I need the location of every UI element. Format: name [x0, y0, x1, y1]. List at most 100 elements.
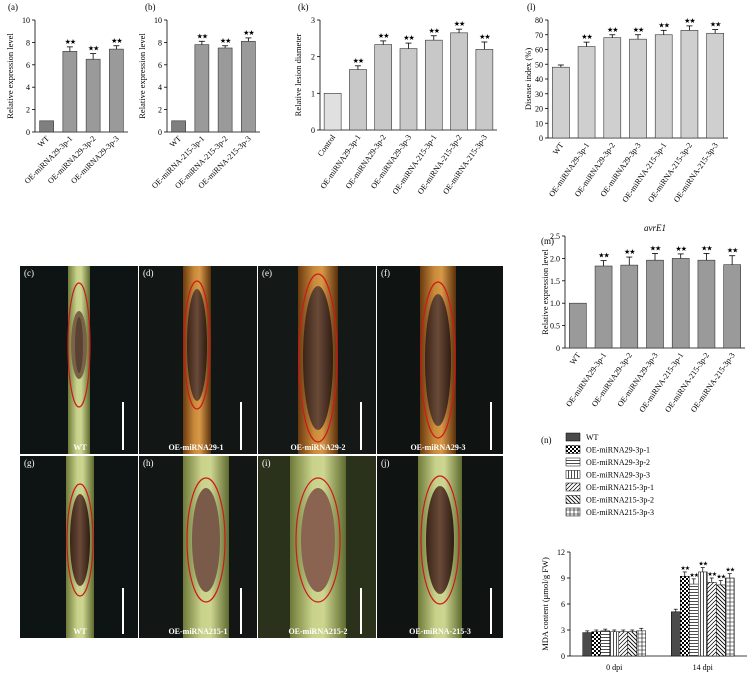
y-tick-label: 4: [26, 83, 30, 92]
photo-letter: (d): [143, 268, 154, 278]
photo-panel-g: (g) WT: [20, 456, 138, 638]
bar: [706, 32, 724, 139]
scale-bar: [240, 588, 242, 634]
significance-marker: ★★: [633, 26, 644, 34]
bar: [618, 631, 628, 657]
bar: [620, 264, 639, 349]
y-tick-label: 0: [158, 128, 162, 137]
significance-marker: ★★: [111, 37, 122, 45]
y-tick-label: 2.5: [550, 232, 560, 241]
lesion-outline: [295, 477, 341, 603]
y-axis-label: Disease index (%): [523, 48, 533, 110]
y-tick-label: 2: [26, 106, 30, 115]
scale-bar: [490, 588, 492, 634]
bar: [627, 631, 637, 657]
y-tick-label: 0: [311, 126, 315, 135]
photo-panel-i: (i) OE-miRNA215-2: [258, 456, 376, 638]
x-tick-label: WT: [568, 351, 583, 366]
significance-marker: ★★: [698, 561, 707, 568]
bar: [697, 259, 716, 349]
y-tick-label: 50: [535, 60, 543, 69]
x-tick-label: Control: [316, 132, 338, 158]
significance-marker: ★★: [353, 57, 364, 65]
x-tick-label: OE-miRNA-215-3p-3: [441, 133, 489, 196]
photo-panel-j: (j) OE-miRNA-215-3: [377, 456, 503, 638]
y-tick-label: 8: [26, 38, 30, 47]
y-tick-label: 9: [561, 574, 565, 583]
y-tick-label: 6: [26, 61, 30, 70]
significance-marker: ★★: [684, 17, 695, 25]
bar: [600, 630, 610, 657]
photo-letter: (g): [24, 458, 35, 468]
y-axis-label: Relative lesion diameter: [293, 34, 303, 117]
y-axis-label: Relative expression level: [5, 33, 15, 119]
bar: [671, 258, 690, 349]
chart-title: avrE1: [644, 223, 666, 233]
y-tick-label: 1: [311, 89, 315, 98]
panel-letter: (m): [541, 236, 554, 246]
y-tick-label: 70: [535, 31, 543, 40]
y-tick-label: 0.5: [550, 322, 560, 331]
photo-label: WT: [73, 443, 87, 452]
bar: [399, 48, 418, 131]
significance-marker: ★★: [243, 29, 254, 37]
significance-marker: ★★: [607, 26, 618, 34]
lesion-outline: [298, 273, 338, 443]
bar: [450, 32, 468, 131]
bar: [475, 49, 494, 131]
scale-bar: [360, 402, 362, 450]
significance-marker: ★★: [658, 21, 669, 29]
x-tick-label: WT: [36, 134, 51, 149]
bar: [629, 38, 647, 139]
y-tick-label: 0: [561, 652, 565, 661]
bar: [680, 576, 690, 657]
bar: [591, 631, 601, 657]
x-tick-label: WT: [551, 141, 566, 156]
y-tick-label: 0: [539, 134, 543, 143]
bar: [577, 46, 596, 139]
bar: [707, 582, 717, 657]
bar: [594, 265, 613, 349]
panel-letter: (l): [527, 2, 536, 12]
significance-marker: ★★: [197, 32, 208, 40]
bar: [671, 611, 681, 657]
y-tick-label: 40: [535, 75, 543, 84]
bar: [689, 583, 699, 657]
bar: [109, 48, 124, 133]
photo-letter: (j): [381, 458, 390, 468]
lesion-outline: [420, 281, 456, 439]
photo-panel-e: (e) OE-miRNA29-2: [258, 266, 376, 454]
legend-entry: OE-miRNA29-3p-3: [586, 471, 650, 480]
significance-marker: ★★: [650, 244, 661, 252]
panel-letter: (b): [145, 2, 156, 12]
bar: [171, 120, 186, 133]
y-axis-label: Relative expression level: [540, 249, 550, 335]
significance-marker: ★★: [65, 38, 76, 46]
significance-marker: ★★: [710, 21, 721, 29]
legend-swatch: [565, 457, 581, 467]
significance-marker: ★★: [727, 247, 738, 255]
bar: [680, 30, 699, 139]
bar: [552, 66, 570, 139]
y-tick-label: 6: [158, 61, 162, 70]
y-tick-label: 60: [535, 46, 543, 55]
significance-marker: ★★: [624, 248, 635, 256]
chart-l: (l) 0 10 20 30 40 50 60 70 80 Disease index (%) WT ★…: [523, 2, 728, 204]
y-tick-label: 20: [535, 105, 543, 114]
significance-marker: ★★: [429, 27, 440, 35]
x-tick-label: 14 dpi: [693, 663, 714, 672]
y-tick-label: 1.0: [550, 299, 560, 308]
photo-label: OE-miRNA29-1: [168, 443, 223, 452]
photo-panel-f: (f) OE-miRNA29-3: [377, 266, 503, 454]
y-tick-label: 0: [556, 344, 560, 353]
photo-panel-c: (c) WT: [20, 266, 138, 454]
y-tick-label: 4: [158, 83, 162, 92]
photo-label: OE-miRNA215-2: [288, 627, 347, 636]
y-tick-label: 3: [561, 626, 565, 635]
x-tick-label: OE-miRNA-215-3p-2: [416, 133, 464, 196]
legend-swatch: [565, 432, 581, 442]
scale-bar: [490, 402, 492, 450]
